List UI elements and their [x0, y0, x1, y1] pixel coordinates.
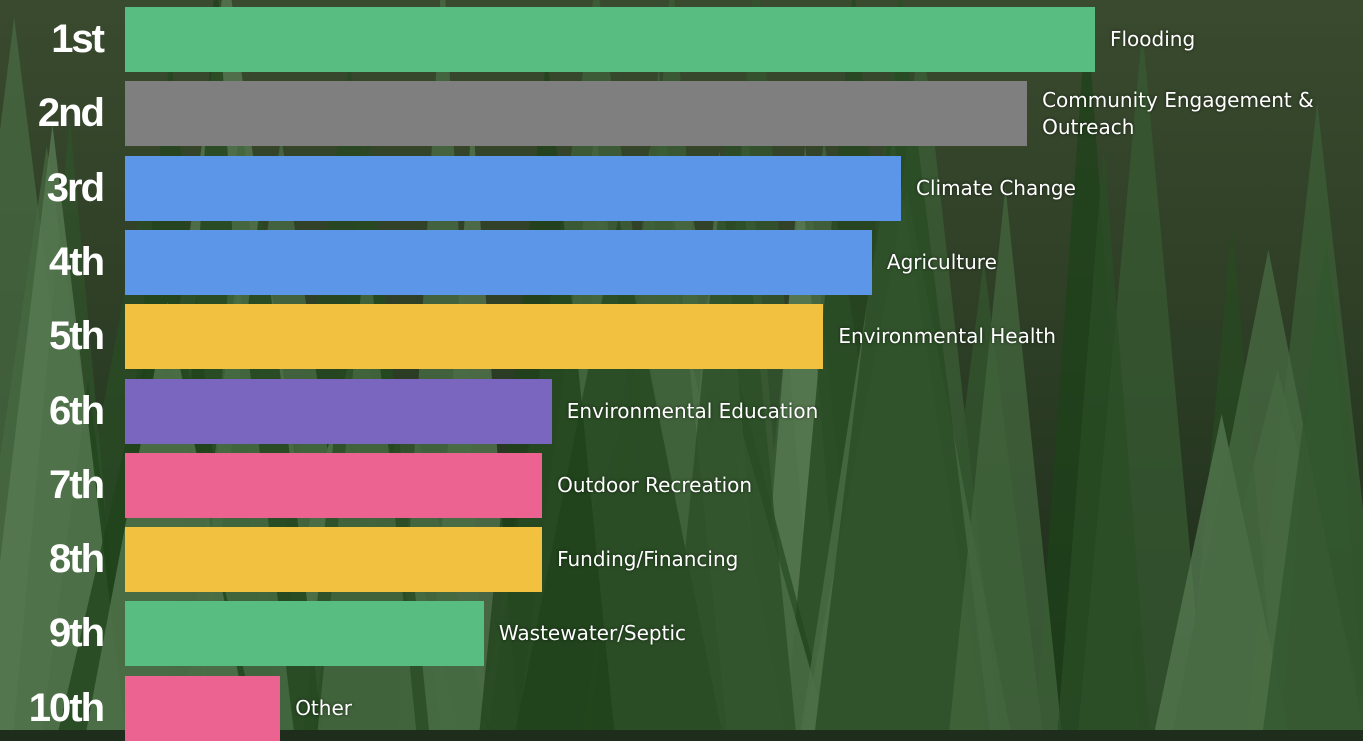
bar-label: Outdoor Recreation	[557, 472, 753, 497]
rank-label: 6th	[49, 388, 105, 433]
bar	[125, 601, 484, 667]
bar-label: Climate Change	[916, 175, 1076, 200]
bar-label: Wastewater/Septic	[498, 621, 687, 646]
tree	[1057, 146, 1150, 730]
bar	[125, 229, 872, 295]
rank-label: 7th	[49, 462, 105, 507]
rank-label: 1st	[51, 17, 105, 61]
bar-label: Environmental Health	[838, 324, 1056, 349]
rank-label: 2nd	[37, 91, 105, 136]
rank-label: 5th	[49, 314, 105, 359]
tree	[667, 79, 796, 730]
tree	[1262, 244, 1363, 730]
rank-label: 4th	[49, 239, 105, 284]
bar	[125, 155, 901, 221]
bar	[125, 378, 552, 444]
bar	[125, 7, 1095, 72]
bar-label: Funding/Financing	[557, 547, 739, 572]
bar	[125, 81, 1028, 147]
tree	[815, 17, 990, 730]
bar-label: Environmental Education	[566, 398, 819, 423]
bar	[125, 452, 543, 518]
bar	[125, 675, 281, 741]
rank-label: 10th	[28, 685, 105, 730]
bar-label: Flooding	[1110, 27, 1196, 51]
rank-label: 9th	[49, 611, 105, 656]
bar	[125, 304, 824, 370]
tree	[0, 124, 126, 730]
tree	[949, 186, 1062, 730]
bar-label: Other	[295, 695, 352, 720]
bar-label: Agriculture	[886, 249, 997, 274]
rank-label: 3rd	[46, 165, 105, 210]
bar	[125, 527, 543, 593]
rank-label: 8th	[49, 537, 105, 582]
bar-label: Community Engagement & Outreach	[1042, 87, 1314, 139]
